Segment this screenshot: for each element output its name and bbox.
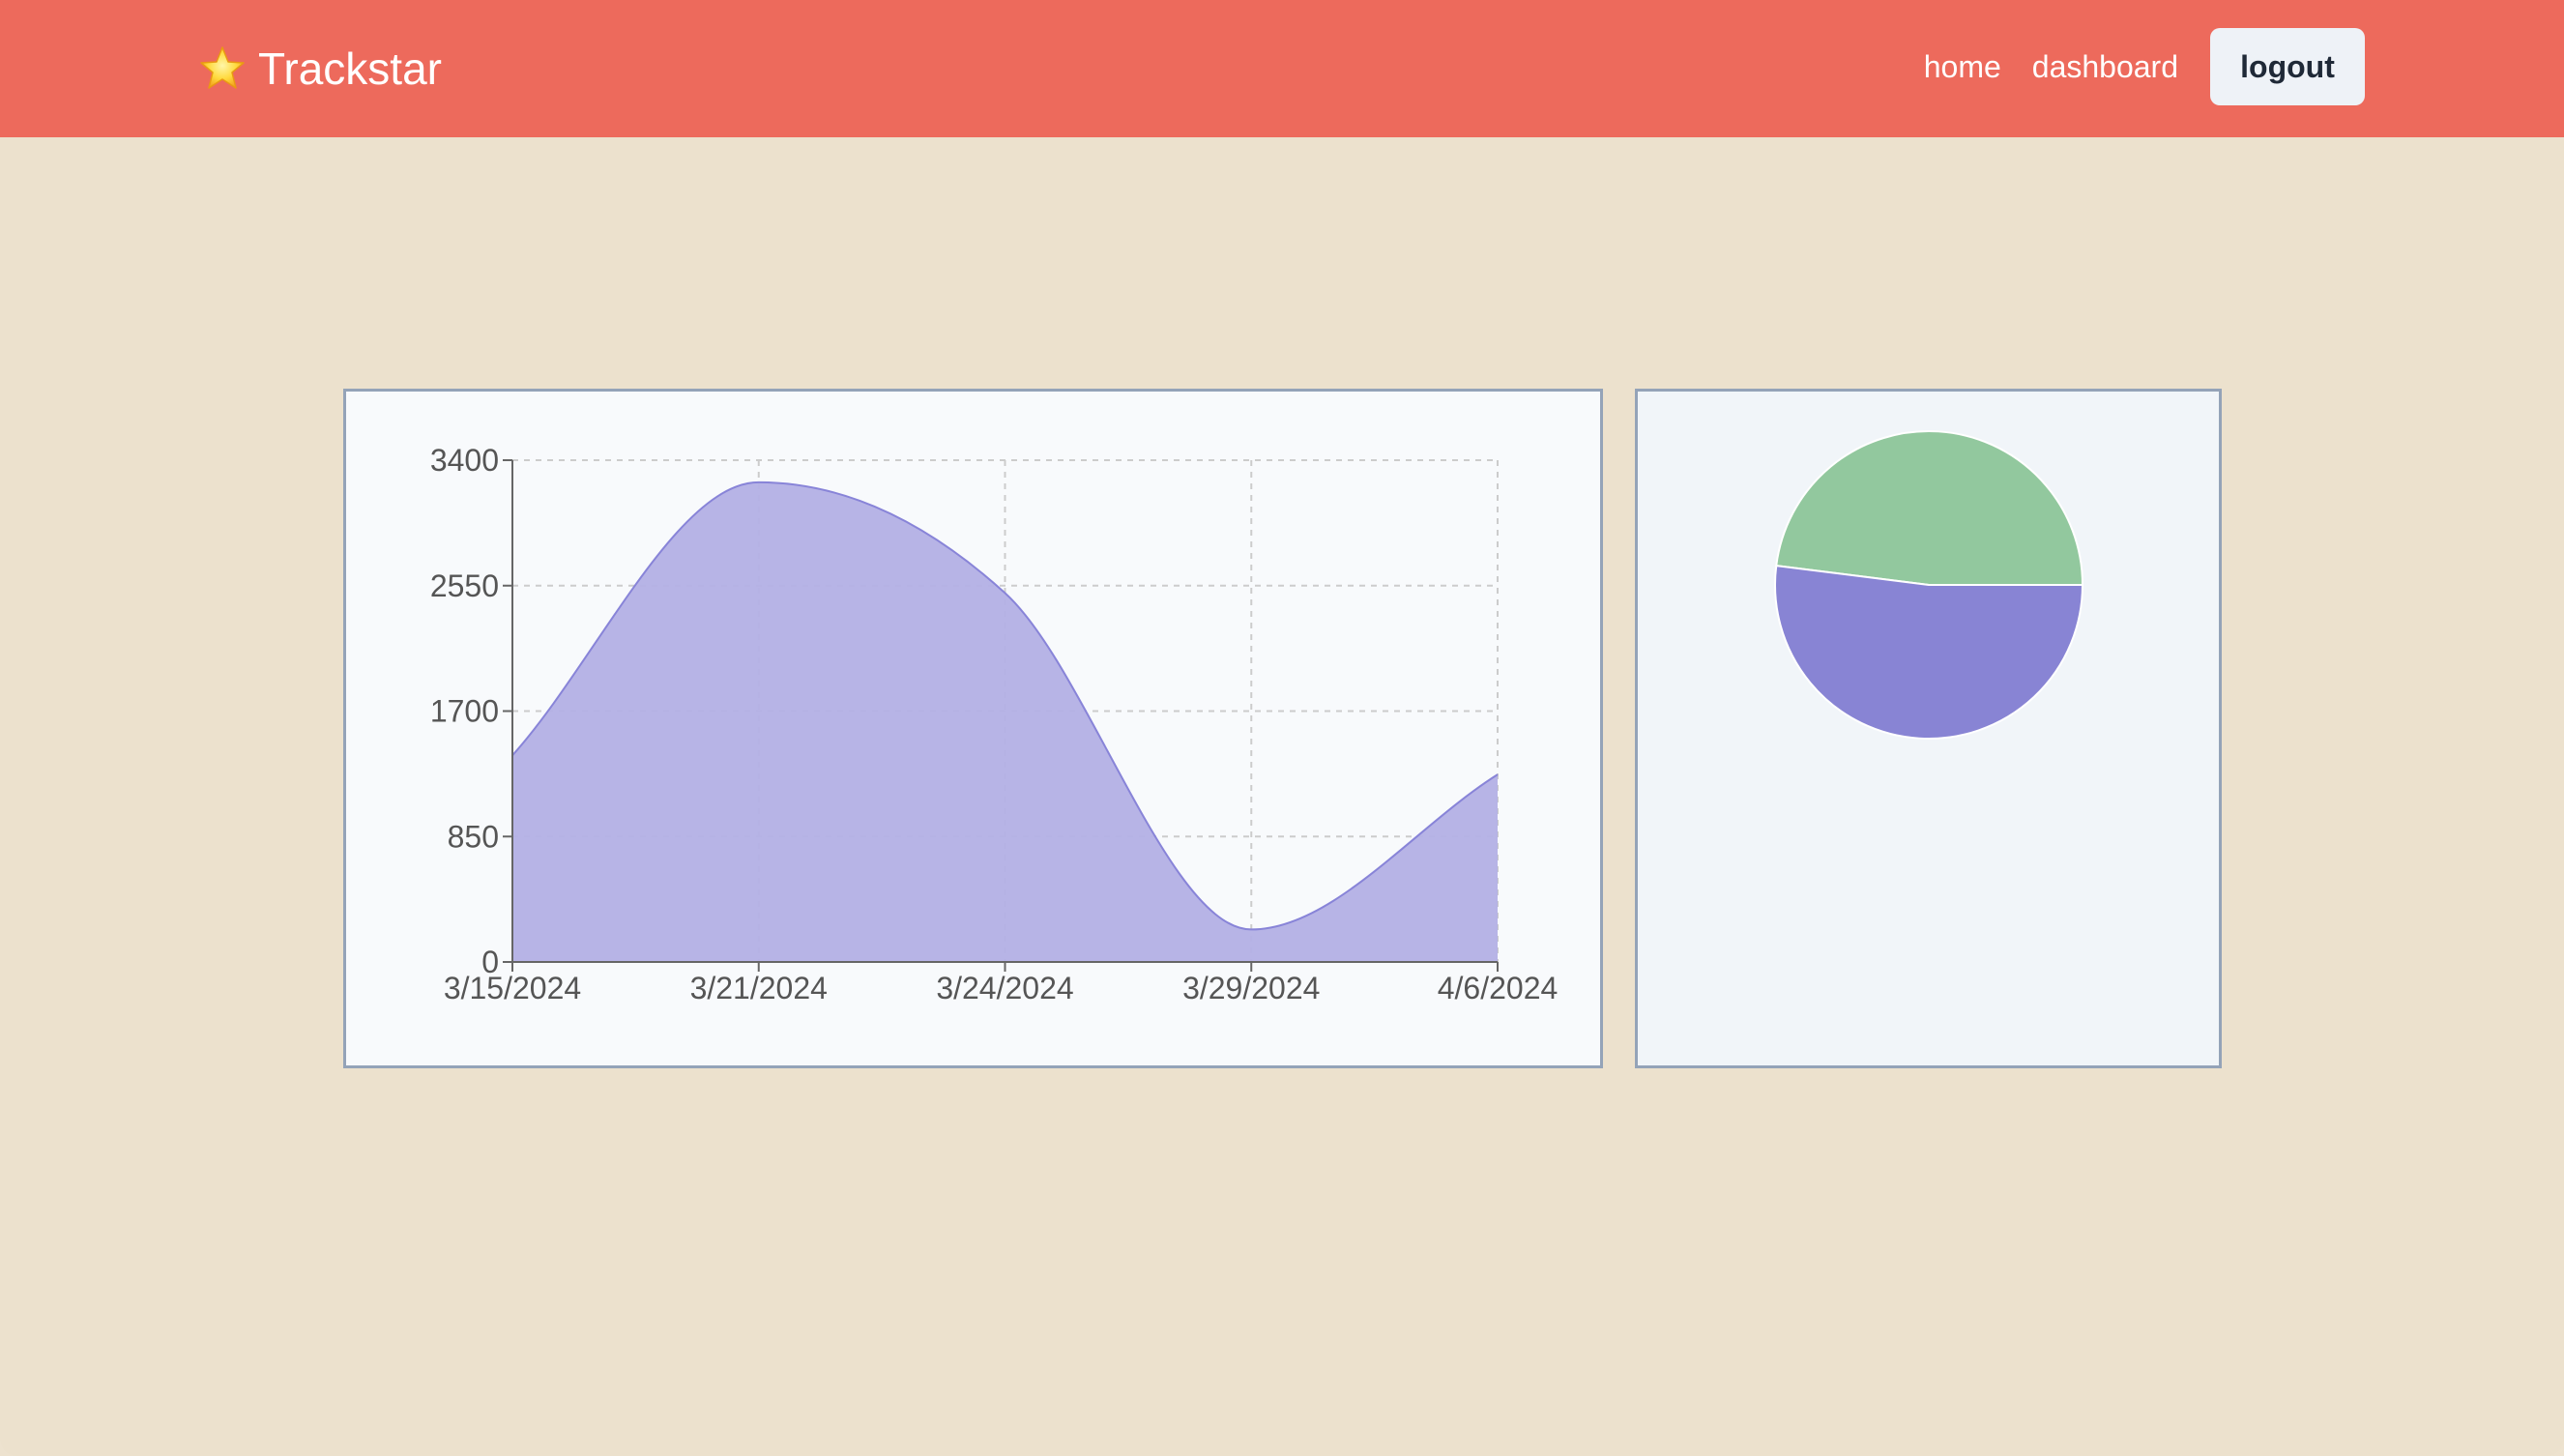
nav-dashboard-link[interactable]: dashboard xyxy=(2031,48,2178,84)
area-chart-panel: 0 850 1700 2550 3400 3/15/2024 3/21/2024 3/24/2… xyxy=(343,389,1603,1068)
area-line xyxy=(511,480,1499,931)
x-tick-label: 3/29/2024 xyxy=(1182,971,1320,1005)
y-tick-label: 3400 xyxy=(430,443,499,478)
pie-chart-panel xyxy=(1635,389,2222,1068)
x-tick-label: 3/24/2024 xyxy=(936,971,1073,1005)
y-tick-label: 0 xyxy=(481,945,499,979)
y-tick-label: 850 xyxy=(448,819,499,854)
y-tick-label: 2550 xyxy=(430,568,499,603)
nav-home-link[interactable]: home xyxy=(1923,48,2001,84)
nav-links: home dashboard logout xyxy=(1924,28,2365,105)
pie-chart xyxy=(1774,430,2084,741)
area-fill xyxy=(512,481,1498,962)
navbar: Trackstar home dashboard logout xyxy=(0,0,2564,137)
x-tick-label: 3/21/2024 xyxy=(690,971,828,1005)
star-icon xyxy=(200,46,245,89)
pie-slice-2 xyxy=(1774,564,2084,741)
x-tick-label: 4/6/2024 xyxy=(1438,971,1559,1005)
logout-button[interactable]: logout xyxy=(2210,28,2365,105)
brand-link[interactable]: Trackstar xyxy=(198,39,442,99)
area-chart: 0 850 1700 2550 3400 3/15/2024 3/21/2024 3/24/2… xyxy=(430,443,1558,1005)
brand-name: Trackstar xyxy=(258,44,442,94)
y-tick-label: 1700 xyxy=(430,694,499,729)
x-tick-label: 3/15/2024 xyxy=(444,971,581,1005)
chart-axes: 0 850 1700 2550 3400 3/15/2024 3/21/2024 3/24/2… xyxy=(430,443,1558,1005)
pie-slice-1 xyxy=(1775,430,2084,586)
